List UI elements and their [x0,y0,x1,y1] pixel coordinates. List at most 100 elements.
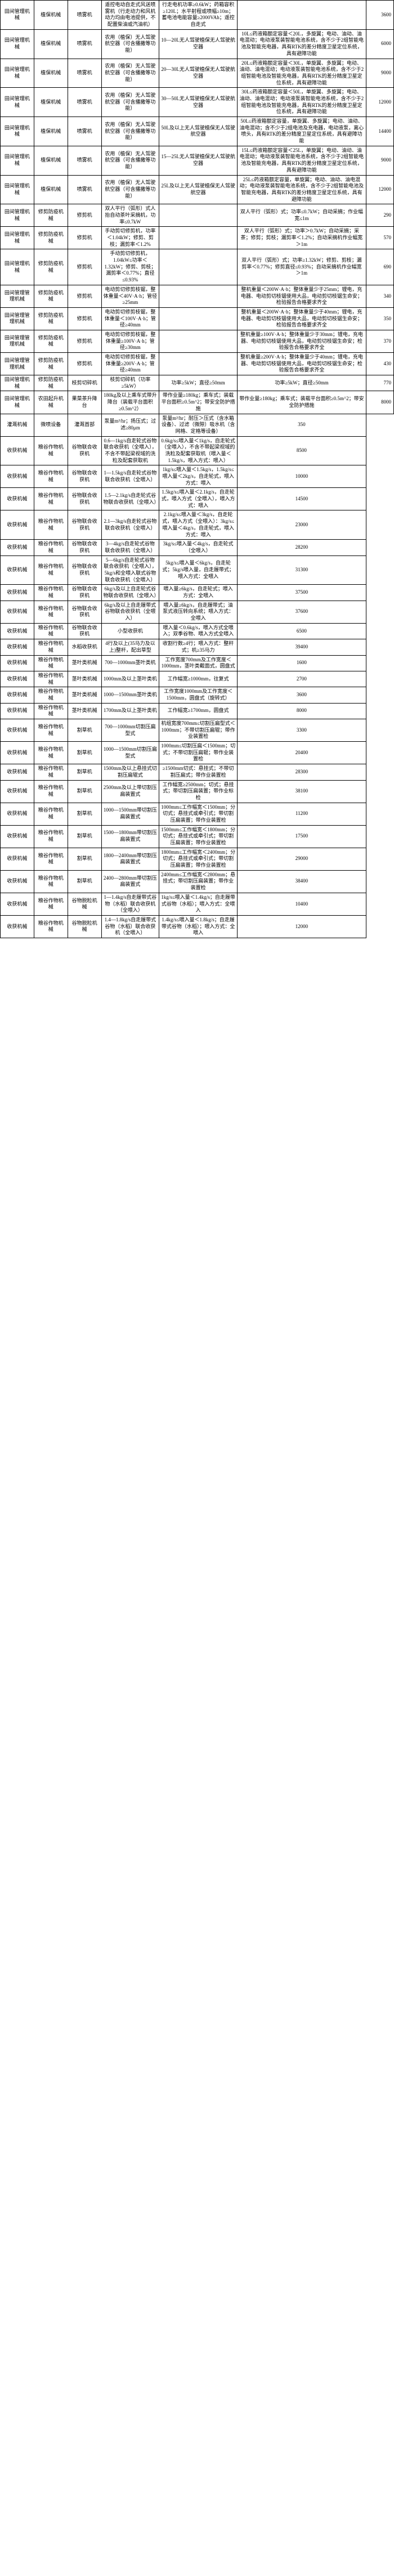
data-cell: 喂入量＜0.6kg/s，喂入方式全喂入；双季谷物、喂入方式全喂入 [159,623,238,639]
data-cell: 灌溉首部 [68,414,101,436]
data-cell: 植保机械 [34,175,68,204]
data-cell: 8000 [238,703,366,719]
data-cell: 双人平行（弧形）式；功率≤0.7kW；自动采摘；作业幅宽≤1m [238,204,366,227]
price-cell: 690 [366,249,393,285]
data-cell: 收获机械 [1,687,34,703]
data-cell: 谷物联合收获机 [68,540,101,555]
price-cell: 290 [366,204,393,227]
data-cell: 电动剪切修剪枝锯，整体重量＜100V·A·h；管径≥40mm [101,307,159,330]
data-cell: 喂入量≥6kg/s，自走履带式；油泵式液压转向系统；喂入方式：全喂入 [159,601,238,623]
data-cell: 收获机械 [1,671,34,687]
data-cell: 田间管理机械 [1,29,34,59]
data-cell [159,307,238,330]
data-cell: 割草机 [68,780,101,803]
data-cell: 谷物联合收获机 [68,510,101,540]
data-cell: 割草机 [68,848,101,870]
data-cell: 700—1000mm切割压扁型式 [101,719,159,742]
table-row: 田间管理机械植保机械喷雾机农用（植保）无人驾驶航空器（可含播撒等功能）15—25… [1,146,394,175]
data-cell [159,330,238,352]
data-cell: 粮谷作物机械 [34,540,68,555]
data-cell: 功率≥5kW；直径≥50mm [238,375,366,391]
data-cell: 谷物联合收获机 [68,555,101,585]
data-cell: 田间管理机械 [1,59,34,88]
table-row: 收获机械粮谷作物机械割草机1000—1500mm切割压扁型式1000mm≤切割压… [1,742,394,764]
price-cell: 340 [366,285,393,307]
data-cell: 39400 [238,639,366,655]
data-cell [159,227,238,249]
data-cell: 20—30L无人驾驶植保无人驾驶航空器 [159,59,238,88]
data-cell: 整机重量＜200W·A·h；整体重量少于25mm；锂电，充电器、电动剪切枝锯使用… [238,285,366,307]
data-cell: 泵量m³/hr；扬压式；过滤≥80μm [101,414,159,436]
price-cell: 8000 [366,391,393,414]
table-row: 收获机械粮谷作物机械水稻收获机4行及以上(35马力及以上)整杆，配出草型收割行数… [1,639,394,655]
table-row: 田间管理机械植保机械喷雾机农用（植保）无人驾驶航空器（可含播撒等功能）25L及以… [1,175,394,204]
data-cell: 枝剪切碎机 [68,375,101,391]
price-cell: 3600 [366,1,393,30]
data-cell: 37500 [238,585,366,601]
data-cell: 10000 [238,465,366,488]
price-cell: 430 [366,353,393,375]
data-cell: 谷物联合收获机 [68,436,101,465]
data-cell: 修剪机 [68,285,101,307]
data-cell: 植保机械 [34,88,68,117]
price-cell: 350 [366,307,393,330]
data-cell: 2.1kg/s≤喂入量＜3kg/s，自走轮式，喂入方式（全喂入）：3kg/s≤喂… [159,510,238,540]
data-cell: 田间管理机械 [1,88,34,117]
data-cell: 1—1.5kg/s自走轮式谷物联合收获机（全喂入） [101,465,159,488]
data-cell: 0.6—1kg/s自走轮式谷物联合收获机（全喂入），不含不带起梁视域的洗粒及配套… [101,436,159,465]
data-cell: 水稻收获机 [68,639,101,655]
data-cell: 割草机 [68,719,101,742]
data-cell: 割草机 [68,825,101,848]
data-cell: 电动剪切修剪枝锯，整体重量＜40V·A·h；管径≥25mm [101,285,159,307]
data-cell: 割草机 [68,870,101,893]
data-cell: 30L≤药液箱额定容量＜50L，单旋翼、多旋翼；电动、油动、油电混动；电动液泵装… [238,88,366,117]
data-cell [159,204,238,227]
data-cell: 谷物脱粒机械 [68,915,101,938]
data-cell: 田间管理机械 [1,1,34,30]
data-cell: 6kg/s及以上自走轮式谷物联合收获机（全喂入） [101,585,159,601]
data-cell: 180kg及以上乘车式带升降台（装载平台面积≥0.5m^2） [101,391,159,414]
data-cell: 喷雾机 [68,146,101,175]
data-cell: 工作宽度1000mm及工作宽度＜1500mm，圆盘式（旋转式） [159,687,238,703]
data-cell: 2.1—3kg/s自走轮式谷物联合收获机（全喂入） [101,510,159,540]
table-row: 收获机械粮谷作物机械茎叶类机械1700mm及以上茎叶类机工作幅宽≥1700mm，… [1,703,394,719]
data-cell: 1800mm≤工作幅宽＜2400mm；分切式；悬挂式或牵引式；带切割压扁装置；带… [159,848,238,870]
data-cell: 双人平行（弧形）式；功率＞0.7kW；自动采摘；采茶；修剪；剪枝；漏剪率＜1.2… [238,227,366,249]
data-cell: 田间管理管理机械 [1,285,34,307]
data-cell: 2700 [238,671,366,687]
equipment-subsidy-table: 田间管理机械植保机械喷雾机遥控电动自走式风送喷雾机（行走动力和风机动力均由电池提… [0,0,394,938]
data-cell: 1000—1500mm茎叶类机 [101,687,159,703]
data-cell: 收割行数≥4行；喂入方式：整杆式；机≥35马力 [159,639,238,655]
data-cell: 手动剪切修剪机，1.04kW≤功率＜1.32kW；修剪、剪枝；漏剪率＜0.77%… [101,249,159,285]
table-row: 田间管理管理机械修剪防疫机械修剪机电动剪切修剪枝锯，整体重量≥100V·A·h；… [1,330,394,352]
data-cell: 1kg/s≤喂入量＜1.4kg/s；自走履带式谷物（水稻）；喂入方式：全喂入 [159,893,238,915]
data-cell: 1000mm≤工作幅宽＜1500mm；分切式；悬挂式或牵引式；带切割压扁装置；带… [159,803,238,825]
table-row: 收获机械粮谷作物机械谷物联合收获机1.5—2.1kg/s自走轮式谷物联合收获机（… [1,488,394,510]
table-row: 收获机械粮谷作物机械谷物联合收获机0.6—1kg/s自走轮式谷物联合收获机（全喂… [1,436,394,465]
table-row: 灌溉机械微喷设备灌溉首部泵量m³/hr；扬压式；过滤≥80μm泵量m³/hr；耐… [1,414,394,436]
data-cell: 350 [238,414,366,436]
data-cell: 37600 [238,601,366,623]
data-cell: 粮谷作物机械 [34,639,68,655]
data-cell: 茎叶类机械 [68,671,101,687]
data-cell: 收获机械 [1,719,34,742]
table-row: 收获机械粮谷作物机械割草机1500mm及以上悬挂式切割压扁辊式≥1500mm切式… [1,764,394,780]
data-cell: 1000mm≤切割压扁＜1500mm；切式；不带切割压扁辊；带作业装置检 [159,742,238,764]
table-row: 田间管理机械修剪防疫机械修剪机手动剪切修剪机，功率＜1.04kW；修剪、剪枝；漏… [1,227,394,249]
data-cell: 农用（植保）无人驾驶航空器（可含播撒等功能） [101,29,159,59]
data-cell: 收获机械 [1,870,34,893]
data-cell: 喂入量≥6kg/s，自走轮式；喂入方式：全喂入 [159,585,238,601]
data-cell: 0.6kg/s≤喂入量＜1kg/s，自走轮式（全喂入），不含不带起梁视域的洗粒及… [159,436,238,465]
data-cell: 粮谷作物机械 [34,585,68,601]
data-cell: 1500—1800mm带切割压扁装置式 [101,825,159,848]
data-cell: 8500 [238,436,366,465]
data-cell: 遥控电动自走式风送喷雾机（行走动力和风机动力均由电池提供，不配置柴油或汽油机） [101,1,159,30]
data-cell: 田间管理机械 [1,175,34,204]
table-row: 田间管理管理机械修剪防疫机械修剪机电动剪切修剪枝锯，整体重量＜40V·A·h；管… [1,285,394,307]
data-cell: 粮谷作物机械 [34,703,68,719]
data-cell: 粮谷作物机械 [34,687,68,703]
data-cell: 粮谷作物机械 [34,510,68,540]
data-cell: 收获机械 [1,915,34,938]
data-cell: 收获机械 [1,540,34,555]
data-cell: 3600 [238,687,366,703]
